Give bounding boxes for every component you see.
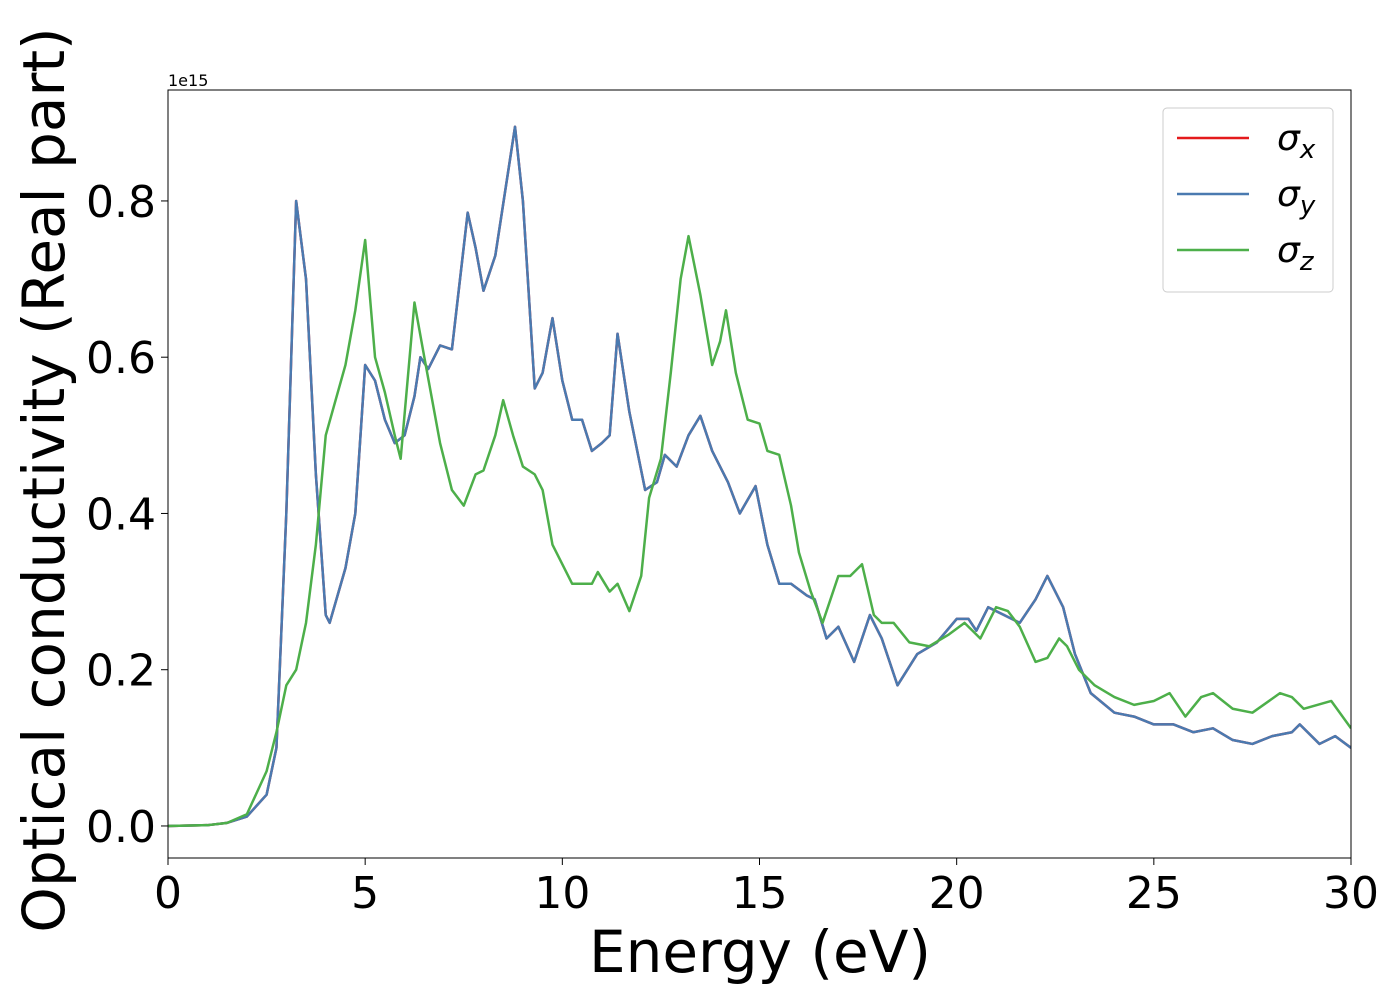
line (168, 125, 1351, 828)
y-tick-label: 0.0 (86, 802, 156, 853)
y-tick-label: 0.8 (86, 177, 156, 228)
x-tick-label: 20 (929, 868, 985, 919)
legend-box (1162, 107, 1334, 293)
x-tick-label: 0 (154, 868, 182, 919)
y-tick-label: 0.2 (86, 646, 156, 697)
x-tick-label: 30 (1323, 868, 1379, 919)
x-tick-label: 5 (351, 868, 379, 919)
line (168, 234, 1351, 828)
x-tick-label: 25 (1126, 868, 1182, 919)
legend-label: σz (1277, 230, 1315, 277)
y-tick-label: 0.4 (86, 489, 156, 540)
legend-label: σx (1277, 118, 1316, 165)
x-tick-label: 10 (534, 868, 590, 919)
legend-label: σy (1277, 174, 1316, 221)
y-tick-label: 0.6 (86, 333, 156, 384)
y-axis-label: Optical conductivity (Real part) (10, 27, 78, 932)
plot-frame (167, 89, 1352, 859)
y-offset-label: 1e15 (168, 71, 208, 90)
x-tick-label: 15 (732, 868, 788, 919)
x-axis-label: Energy (eV) (589, 918, 931, 986)
